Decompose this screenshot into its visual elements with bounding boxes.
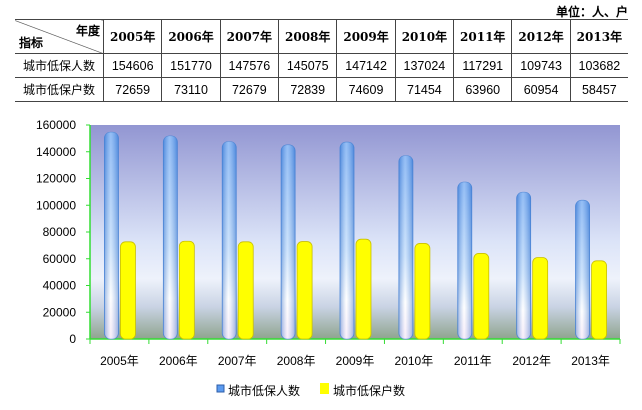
x-tick-label: 2007年 bbox=[218, 354, 257, 368]
table-cell: 58457 bbox=[569, 77, 628, 102]
corner-indicator: 指标 bbox=[19, 36, 44, 50]
table-cell: 137024 bbox=[394, 53, 455, 78]
bar-households bbox=[237, 241, 254, 340]
bar-people-shade bbox=[104, 132, 119, 339]
bar-households bbox=[355, 238, 372, 340]
bar-people-shade bbox=[398, 155, 413, 339]
bar-people-shade bbox=[340, 142, 354, 339]
x-tick-label: 2005年 bbox=[100, 354, 139, 368]
x-tick-label: 2006年 bbox=[159, 354, 198, 368]
bar-people-shade bbox=[516, 192, 531, 339]
table-cell: 145075 bbox=[278, 53, 338, 78]
year-header: 2011年 bbox=[453, 19, 513, 54]
table-cell: 71454 bbox=[394, 77, 455, 102]
year-header: 2010年 bbox=[394, 19, 455, 54]
table-cell: 109743 bbox=[511, 53, 571, 78]
bar-households bbox=[178, 240, 195, 340]
table-cell: 151770 bbox=[161, 53, 221, 78]
row-label: 城市低保户数 bbox=[15, 77, 104, 102]
bar-people-shade bbox=[457, 182, 472, 339]
table-cell: 63960 bbox=[453, 77, 513, 102]
bar-people-shade bbox=[163, 136, 178, 339]
x-tick-label: 2012年 bbox=[512, 354, 551, 368]
data-table: 年度 指标 2005年 2006年 2007年 2008年 2009年 2010年 2011年… bbox=[15, 19, 628, 102]
legend-swatch-households bbox=[320, 383, 329, 394]
y-tick-label: 60000 bbox=[43, 252, 77, 266]
y-tick-label: 80000 bbox=[43, 225, 77, 239]
row-label: 城市低保人数 bbox=[15, 53, 104, 78]
plot-area bbox=[90, 125, 620, 339]
y-tick-label: 120000 bbox=[36, 172, 76, 186]
x-tick-label: 2011年 bbox=[454, 354, 492, 368]
table-cell: 73110 bbox=[161, 77, 221, 102]
bar-households bbox=[120, 241, 136, 340]
table-cell: 72659 bbox=[102, 77, 163, 102]
x-tick-label: 2013年 bbox=[571, 354, 610, 368]
bar-people-shade bbox=[281, 144, 296, 339]
bar-households bbox=[296, 241, 313, 340]
year-header: 2012年 bbox=[511, 19, 571, 54]
unit-label: 单位：人、户 bbox=[555, 5, 628, 19]
bar-households bbox=[473, 253, 490, 340]
y-tick-label: 160000 bbox=[36, 118, 76, 132]
y-tick-label: 40000 bbox=[43, 279, 77, 293]
bar-people-shade bbox=[222, 141, 237, 339]
legend-swatch-people bbox=[216, 384, 225, 393]
legend-label-people: 城市低保人数 bbox=[228, 383, 300, 398]
bar-households bbox=[532, 257, 549, 340]
y-tick-label: 140000 bbox=[36, 145, 76, 159]
y-tick-label: 100000 bbox=[36, 198, 76, 212]
x-tick-label: 2010年 bbox=[395, 354, 434, 368]
x-tick-label: 2009年 bbox=[336, 354, 375, 368]
y-tick-label: 0 bbox=[69, 332, 76, 346]
x-tick-label: 2008年 bbox=[277, 354, 316, 368]
legend-label-households: 城市低保户数 bbox=[333, 383, 405, 398]
bar-households bbox=[591, 260, 607, 340]
table-cell: 60954 bbox=[511, 77, 571, 102]
bar-people-shade bbox=[575, 200, 590, 339]
table-cell: 74609 bbox=[336, 77, 396, 102]
corner-year: 年度 bbox=[75, 24, 100, 38]
y-tick-label: 20000 bbox=[43, 305, 77, 319]
table-cell: 72839 bbox=[278, 77, 338, 102]
bar-households bbox=[414, 243, 431, 340]
corner-header: 年度指标 bbox=[15, 19, 104, 54]
year-header: 2009年 bbox=[336, 19, 396, 54]
year-header: 2006年 bbox=[161, 19, 221, 54]
table-cell: 103682 bbox=[569, 53, 628, 78]
table-cell: 72679 bbox=[219, 77, 280, 102]
